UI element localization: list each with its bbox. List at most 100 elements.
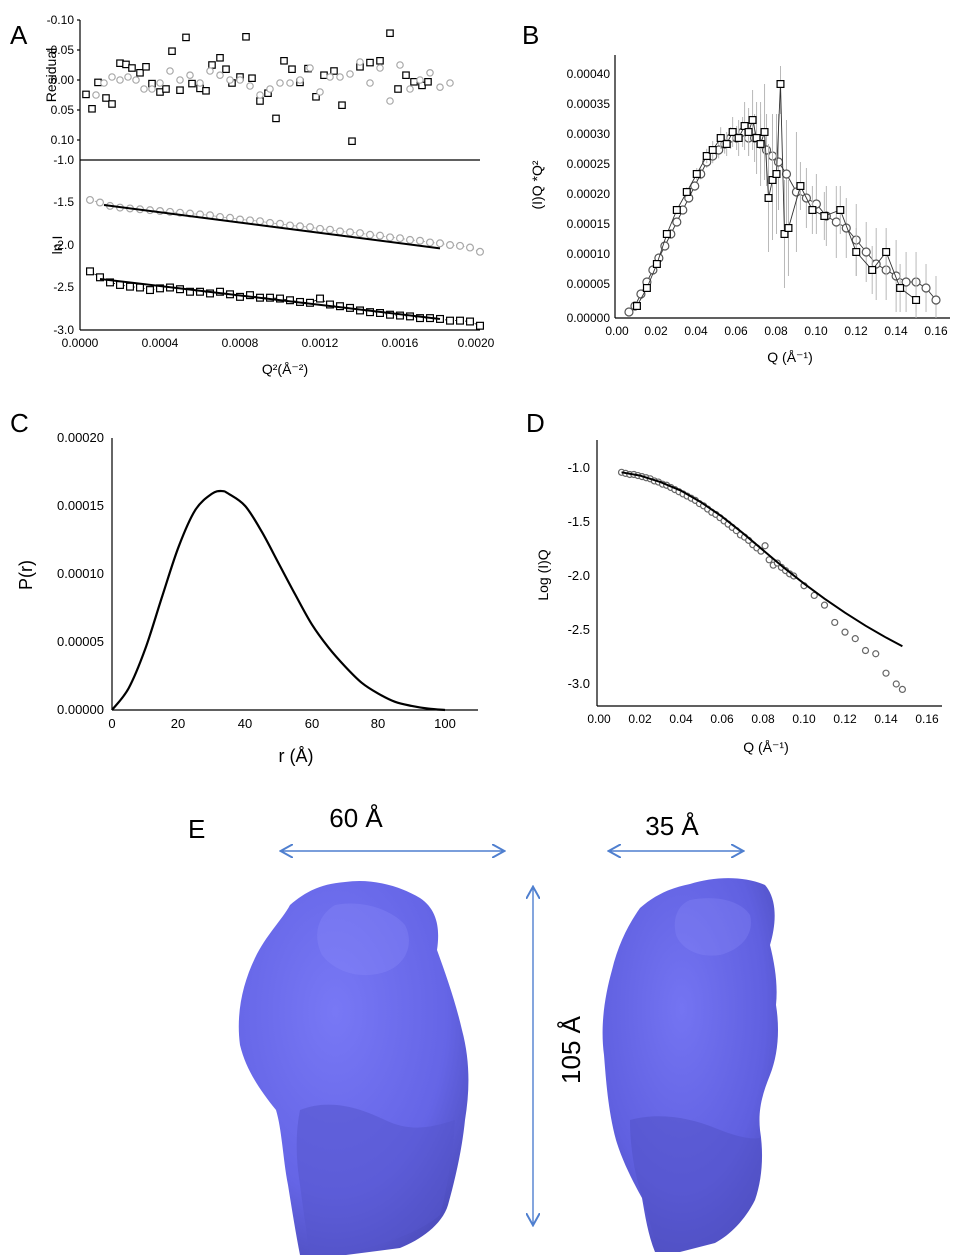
kratky-point-circle bbox=[660, 241, 670, 251]
guinier-point-circle bbox=[426, 238, 435, 247]
b-xtick: 0.06 bbox=[724, 324, 748, 338]
kratky-point-square bbox=[820, 212, 829, 221]
c-xtick: 80 bbox=[371, 716, 385, 731]
logfit-point bbox=[841, 628, 849, 636]
a-res-ytick: 0.10 bbox=[51, 133, 75, 147]
guinier-series-line-square bbox=[89, 271, 481, 327]
kratky-point-square bbox=[642, 284, 651, 293]
c-pr-marks bbox=[111, 489, 446, 712]
shape-model-front-highlight bbox=[317, 903, 409, 976]
c-xticks: 0 20 40 60 80 100 bbox=[108, 716, 455, 731]
residual-point-square bbox=[94, 78, 102, 87]
guinier-point-square bbox=[156, 284, 165, 293]
residual-point-square bbox=[82, 90, 90, 99]
a-xtick: 0.0012 bbox=[302, 336, 339, 350]
residual-point-circle bbox=[196, 79, 204, 87]
a-xtick: 0.0016 bbox=[382, 336, 419, 350]
kratky-point-square bbox=[744, 128, 753, 137]
a-res-ytick: 0.00 bbox=[51, 73, 75, 87]
b-xticks: 0.00 0.02 0.04 0.06 0.08 0.10 0.12 0.14 … bbox=[605, 324, 948, 338]
residual-point-square bbox=[182, 33, 190, 42]
c-yticks: 0.00020 0.00015 0.00010 0.00005 0.00000 bbox=[57, 430, 104, 717]
residual-point-square bbox=[176, 86, 184, 95]
guinier-point-circle bbox=[436, 239, 445, 248]
d-yticks: -1.0 -1.5 -2.0 -2.5 -3.0 bbox=[568, 460, 590, 691]
a-res-ytick: -0.10 bbox=[47, 13, 75, 27]
guinier-point-square bbox=[136, 283, 145, 292]
kratky-point-square bbox=[868, 266, 877, 275]
b-xtick: 0.00 bbox=[605, 324, 629, 338]
panel-c: 0.00020 0.00015 0.00010 0.00005 0.00000 … bbox=[16, 430, 478, 766]
residual-point-square bbox=[142, 62, 150, 71]
residual-point-circle bbox=[316, 88, 324, 96]
a-xtick: 0.0004 bbox=[142, 336, 179, 350]
logfit-point bbox=[851, 635, 859, 643]
b-ytick: 0.00020 bbox=[567, 187, 611, 201]
logfit-point bbox=[882, 669, 890, 677]
kratky-point-square bbox=[808, 206, 817, 215]
kratky-point-circle bbox=[931, 295, 941, 305]
kratky-point-circle bbox=[781, 169, 792, 179]
residual-point-circle bbox=[236, 76, 244, 84]
residual-point-circle bbox=[296, 76, 304, 84]
guinier-point-square bbox=[476, 321, 485, 330]
residual-point-circle bbox=[376, 64, 384, 72]
residual-point-square bbox=[162, 85, 170, 93]
b-ytick: 0.00010 bbox=[567, 247, 611, 261]
kratky-point-square bbox=[896, 284, 905, 293]
logfit-point bbox=[898, 685, 907, 694]
residual-point-square bbox=[248, 74, 256, 83]
kratky-point-square bbox=[912, 296, 921, 305]
residual-point-square bbox=[366, 58, 374, 67]
guinier-point-circle bbox=[256, 217, 265, 226]
c-xlabel: r (Å) bbox=[279, 746, 314, 766]
logfit-point bbox=[861, 646, 870, 655]
kratky-point-square bbox=[734, 134, 743, 143]
a-main-ytick: -1.0 bbox=[53, 153, 74, 167]
guinier-point-square bbox=[125, 282, 134, 291]
a-main-xlabel: Q²(Å⁻²) bbox=[262, 361, 308, 377]
guinier-point-circle bbox=[316, 224, 325, 233]
residual-point-square bbox=[272, 114, 280, 123]
residual-point-circle bbox=[124, 73, 132, 81]
b-xtick: 0.08 bbox=[764, 324, 788, 338]
residual-point-square bbox=[312, 92, 320, 101]
shape-model-side-highlight bbox=[674, 898, 751, 956]
d-xtick: 0.00 bbox=[587, 712, 611, 726]
kratky-point-square bbox=[662, 230, 671, 239]
kratky-point-square bbox=[702, 152, 711, 161]
residual-point-square bbox=[102, 94, 110, 102]
residual-point-square bbox=[168, 47, 176, 56]
c-ytick: 0.00005 bbox=[57, 634, 104, 649]
residual-point-circle bbox=[276, 79, 284, 87]
logfit-point bbox=[810, 591, 818, 600]
b-xtick: 0.12 bbox=[844, 324, 868, 338]
kratky-point-square bbox=[722, 140, 731, 149]
panel-letter-d: D bbox=[526, 408, 545, 438]
guinier-point-circle bbox=[356, 229, 365, 238]
a-xtick: 0.0008 bbox=[222, 336, 259, 350]
kratky-point-square bbox=[716, 134, 725, 143]
guinier-point-circle bbox=[466, 243, 475, 252]
guinier-point-square bbox=[105, 278, 114, 287]
residual-point-circle bbox=[336, 73, 344, 81]
guinier-fit-line-0 bbox=[103, 204, 441, 250]
kratky-point-circle bbox=[690, 181, 700, 191]
residual-point-square bbox=[188, 79, 196, 88]
residual-point-square bbox=[88, 104, 96, 113]
residual-point-square bbox=[424, 77, 432, 86]
guinier-point-circle bbox=[366, 230, 375, 239]
guinier-point-square bbox=[386, 310, 395, 319]
residual-point-circle bbox=[100, 79, 108, 87]
residual-point-circle bbox=[446, 79, 454, 87]
guinier-point-square bbox=[276, 294, 285, 303]
guinier-point-square bbox=[95, 273, 104, 282]
b-ylabel: (I)Q *Q² bbox=[529, 160, 545, 209]
residual-point-square bbox=[202, 86, 210, 95]
kratky-point-circle bbox=[773, 157, 784, 167]
guinier-point-circle bbox=[306, 223, 315, 232]
residual-point-circle bbox=[366, 79, 374, 87]
panel-e: 60 Å 35 Å 105 Å bbox=[238, 803, 778, 1255]
guinier-point-circle bbox=[276, 219, 285, 228]
c-ytick: 0.00010 bbox=[57, 566, 104, 581]
